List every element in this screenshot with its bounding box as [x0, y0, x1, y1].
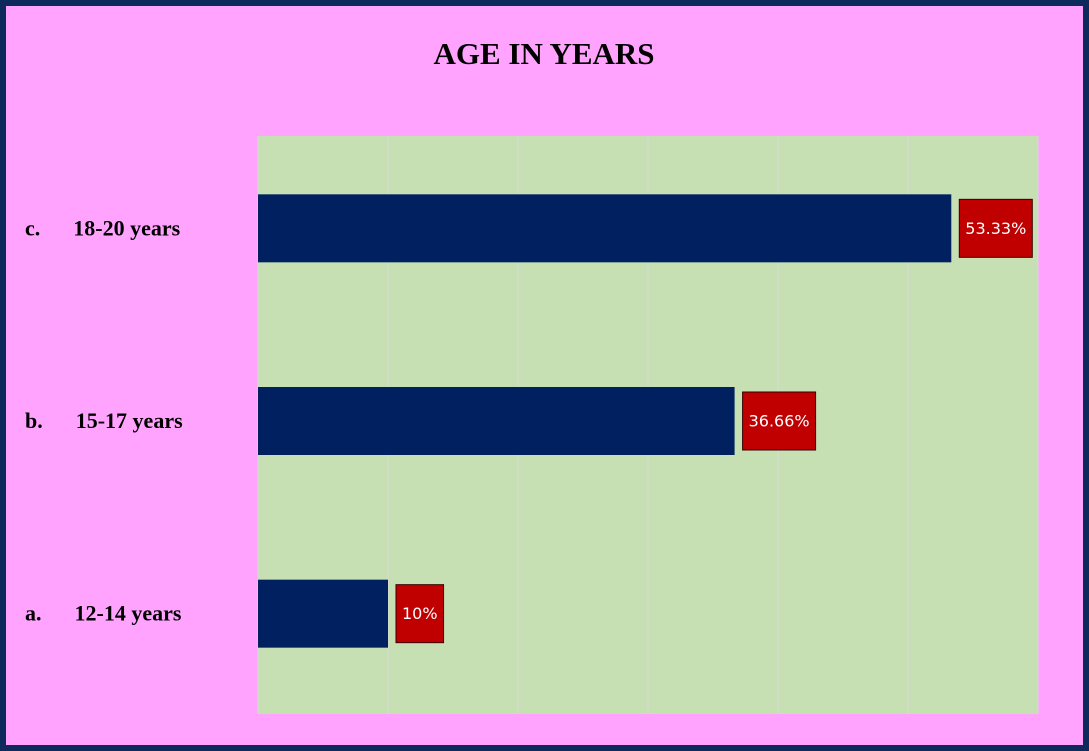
value-label: 10%	[402, 604, 438, 623]
chart-title: AGE IN YEARS	[433, 36, 654, 71]
value-label-box	[742, 391, 817, 451]
value-label-box	[958, 198, 1033, 258]
y-tick-label: c. 18-20 years	[25, 215, 181, 240]
value-label: 36.66%	[749, 412, 810, 431]
value-label: 53.33%	[965, 219, 1026, 238]
y-tick-label: a. 12-14 years	[25, 601, 182, 626]
value-label-box	[395, 584, 445, 644]
bar	[258, 194, 952, 263]
bar	[258, 579, 388, 648]
y-tick-label: b. 15-17 years	[25, 408, 183, 433]
bar	[258, 387, 735, 455]
